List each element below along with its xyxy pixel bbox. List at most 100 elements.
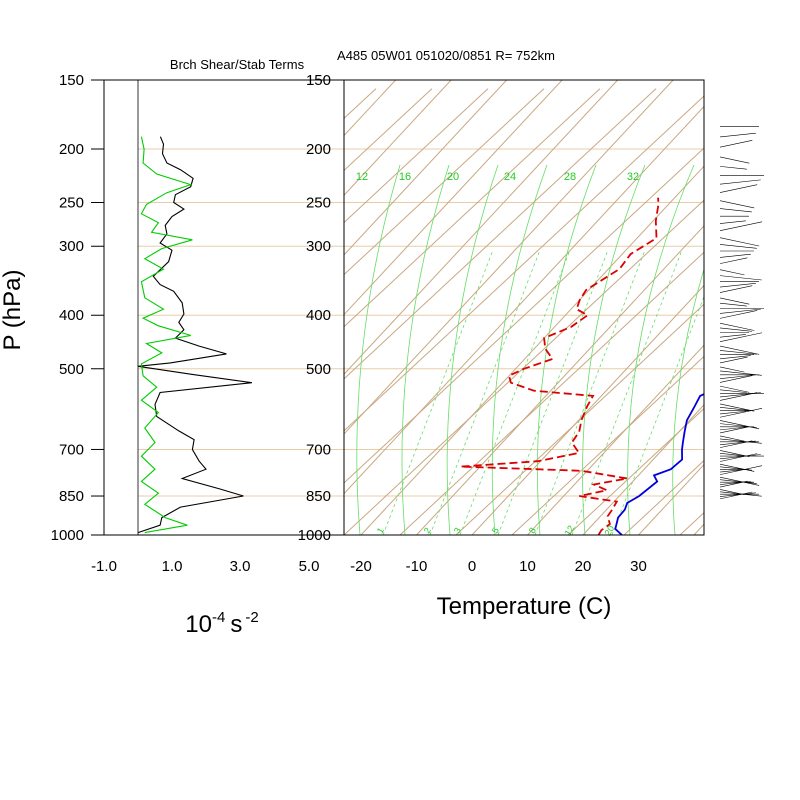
dry-adiabat-line: [344, 147, 704, 484]
skewt-panel-frame: [343, 79, 705, 536]
pressure-tick-label: 700: [59, 441, 84, 458]
wind-barb: [719, 302, 747, 307]
shear-panel-title: Brch Shear/Stab Terms: [170, 57, 305, 72]
isotherm-line: [360, 165, 704, 535]
wind-barb: [719, 253, 751, 258]
shear-x-tick-label: 1.0: [162, 558, 183, 575]
pressure-tick-label: 300: [59, 238, 84, 255]
shear-units-label: 10-4 s -2: [185, 609, 258, 638]
wind-barb: [719, 322, 755, 331]
wind-barb: [719, 220, 746, 224]
wind-barb: [719, 285, 753, 293]
wind-barb: [719, 327, 752, 332]
wind-barb: [719, 481, 751, 485]
mixing-ratio-label: 12: [563, 524, 577, 538]
pressure-tick-label: 250: [306, 195, 331, 212]
moist-adiabat-line: [401, 164, 450, 535]
dewpoint-profile-line: [460, 197, 660, 535]
wind-barb: [719, 452, 747, 457]
dry-adiabat-line: [511, 355, 704, 535]
wind-barb: [719, 385, 750, 393]
dry-adiabat-line: [344, 88, 657, 380]
wind-barb: [719, 375, 753, 383]
wind-barb: [719, 166, 747, 170]
wind-barb: [719, 440, 756, 446]
wind-barb: [719, 479, 757, 484]
wind-barb: [719, 350, 757, 355]
sounding-title: A485 05W01 051020/0851 R= 752km: [337, 48, 555, 63]
isotherm-line: [582, 404, 704, 535]
wind-barb: [719, 454, 761, 460]
wind-barb: [719, 403, 755, 412]
wind-barb: [719, 440, 753, 448]
shear-x-tick-label: -1.0: [91, 558, 117, 575]
wind-barb: [719, 275, 762, 281]
mixing-ratio-label: 3: [452, 526, 463, 535]
pressure-axis-labels-left: 150 200 250 300 400 500 700 850 1000: [51, 72, 84, 544]
moist-adiabat-line: [356, 164, 401, 535]
temperature-x-tick-label: 30: [630, 558, 647, 575]
wind-barb: [719, 410, 746, 415]
dry-adiabat-line: [567, 407, 704, 535]
dry-adiabat-line: [736, 89, 800, 535]
mixing-ratio-line: [382, 249, 494, 535]
mixing-ratio-label: 1: [375, 526, 386, 535]
pressure-tick-label: 1000: [298, 527, 331, 544]
temperature-x-tick-label: 10: [519, 558, 536, 575]
wind-barb: [719, 492, 756, 497]
wind-barb: [719, 463, 755, 472]
shear-x-axis-labels: -1.0 1.0 3.0 5.0: [91, 558, 319, 575]
pressure-tick-label: 200: [59, 141, 84, 158]
wind-barb: [719, 420, 760, 430]
wind-barb: [719, 453, 758, 462]
mixing-ratio-line: [429, 249, 541, 535]
wind-barbs: [719, 126, 764, 500]
wind-barb: [719, 310, 758, 319]
mixing-ratio-label: 2: [422, 526, 433, 535]
wind-barb: [719, 435, 745, 442]
dry-adiabat-line: [344, 95, 704, 432]
wind-barb: [719, 426, 748, 434]
isotherm-line: [344, 105, 704, 495]
temperature-x-tick-label: -20: [350, 558, 372, 575]
skewt-line-labels: 12 16 20 24 28 321 2 3 5 8 12 20: [356, 171, 639, 537]
temperature-x-tick-label: 20: [575, 558, 592, 575]
dry-adiabat-line: [344, 88, 489, 224]
wind-barb: [719, 179, 761, 185]
mixing-ratio-label: 5: [490, 526, 501, 535]
wind-barb: [719, 184, 758, 193]
isotherm-line: [416, 225, 704, 535]
moist-adiabat-label: 16: [399, 171, 411, 183]
wind-barb: [719, 465, 763, 475]
moist-adiabat-line: [491, 164, 548, 535]
wind-barb: [719, 356, 748, 364]
dry-adiabat-line: [344, 88, 433, 172]
moist-adiabat-label: 28: [564, 171, 576, 183]
wind-barb: [719, 491, 753, 500]
wind-barb: [719, 389, 747, 393]
moist-adiabat-line: [627, 164, 695, 535]
isotherm-line: [344, 80, 508, 256]
dry-adiabat-line: [344, 88, 545, 276]
pressure-tick-label: 150: [59, 72, 84, 89]
pressure-tick-label: 500: [59, 361, 84, 378]
wind-barb: [719, 308, 761, 314]
wind-barb: [719, 221, 763, 232]
wind-barb: [719, 408, 763, 418]
pressure-tick-label: 1000: [51, 527, 84, 544]
shear-x-tick-label: 5.0: [299, 558, 320, 575]
pressure-axis-labels-right: 150 200 250 300 400 500 700 850 1000: [298, 72, 331, 544]
temperature-profile-line: [614, 393, 704, 535]
wind-barb: [719, 332, 763, 342]
pressure-tick-label: 400: [306, 307, 331, 324]
wind-barb: [719, 476, 760, 486]
wind-barb: [719, 374, 756, 379]
pressure-tick-label: 850: [59, 488, 84, 505]
wind-barb: [719, 297, 750, 305]
isotherm-line: [344, 80, 674, 435]
shear-stability-lines: [137, 136, 252, 534]
moist-adiabat-line: [582, 164, 646, 535]
isotherm-line: [527, 344, 704, 535]
pressure-tick-label: 850: [306, 488, 331, 505]
